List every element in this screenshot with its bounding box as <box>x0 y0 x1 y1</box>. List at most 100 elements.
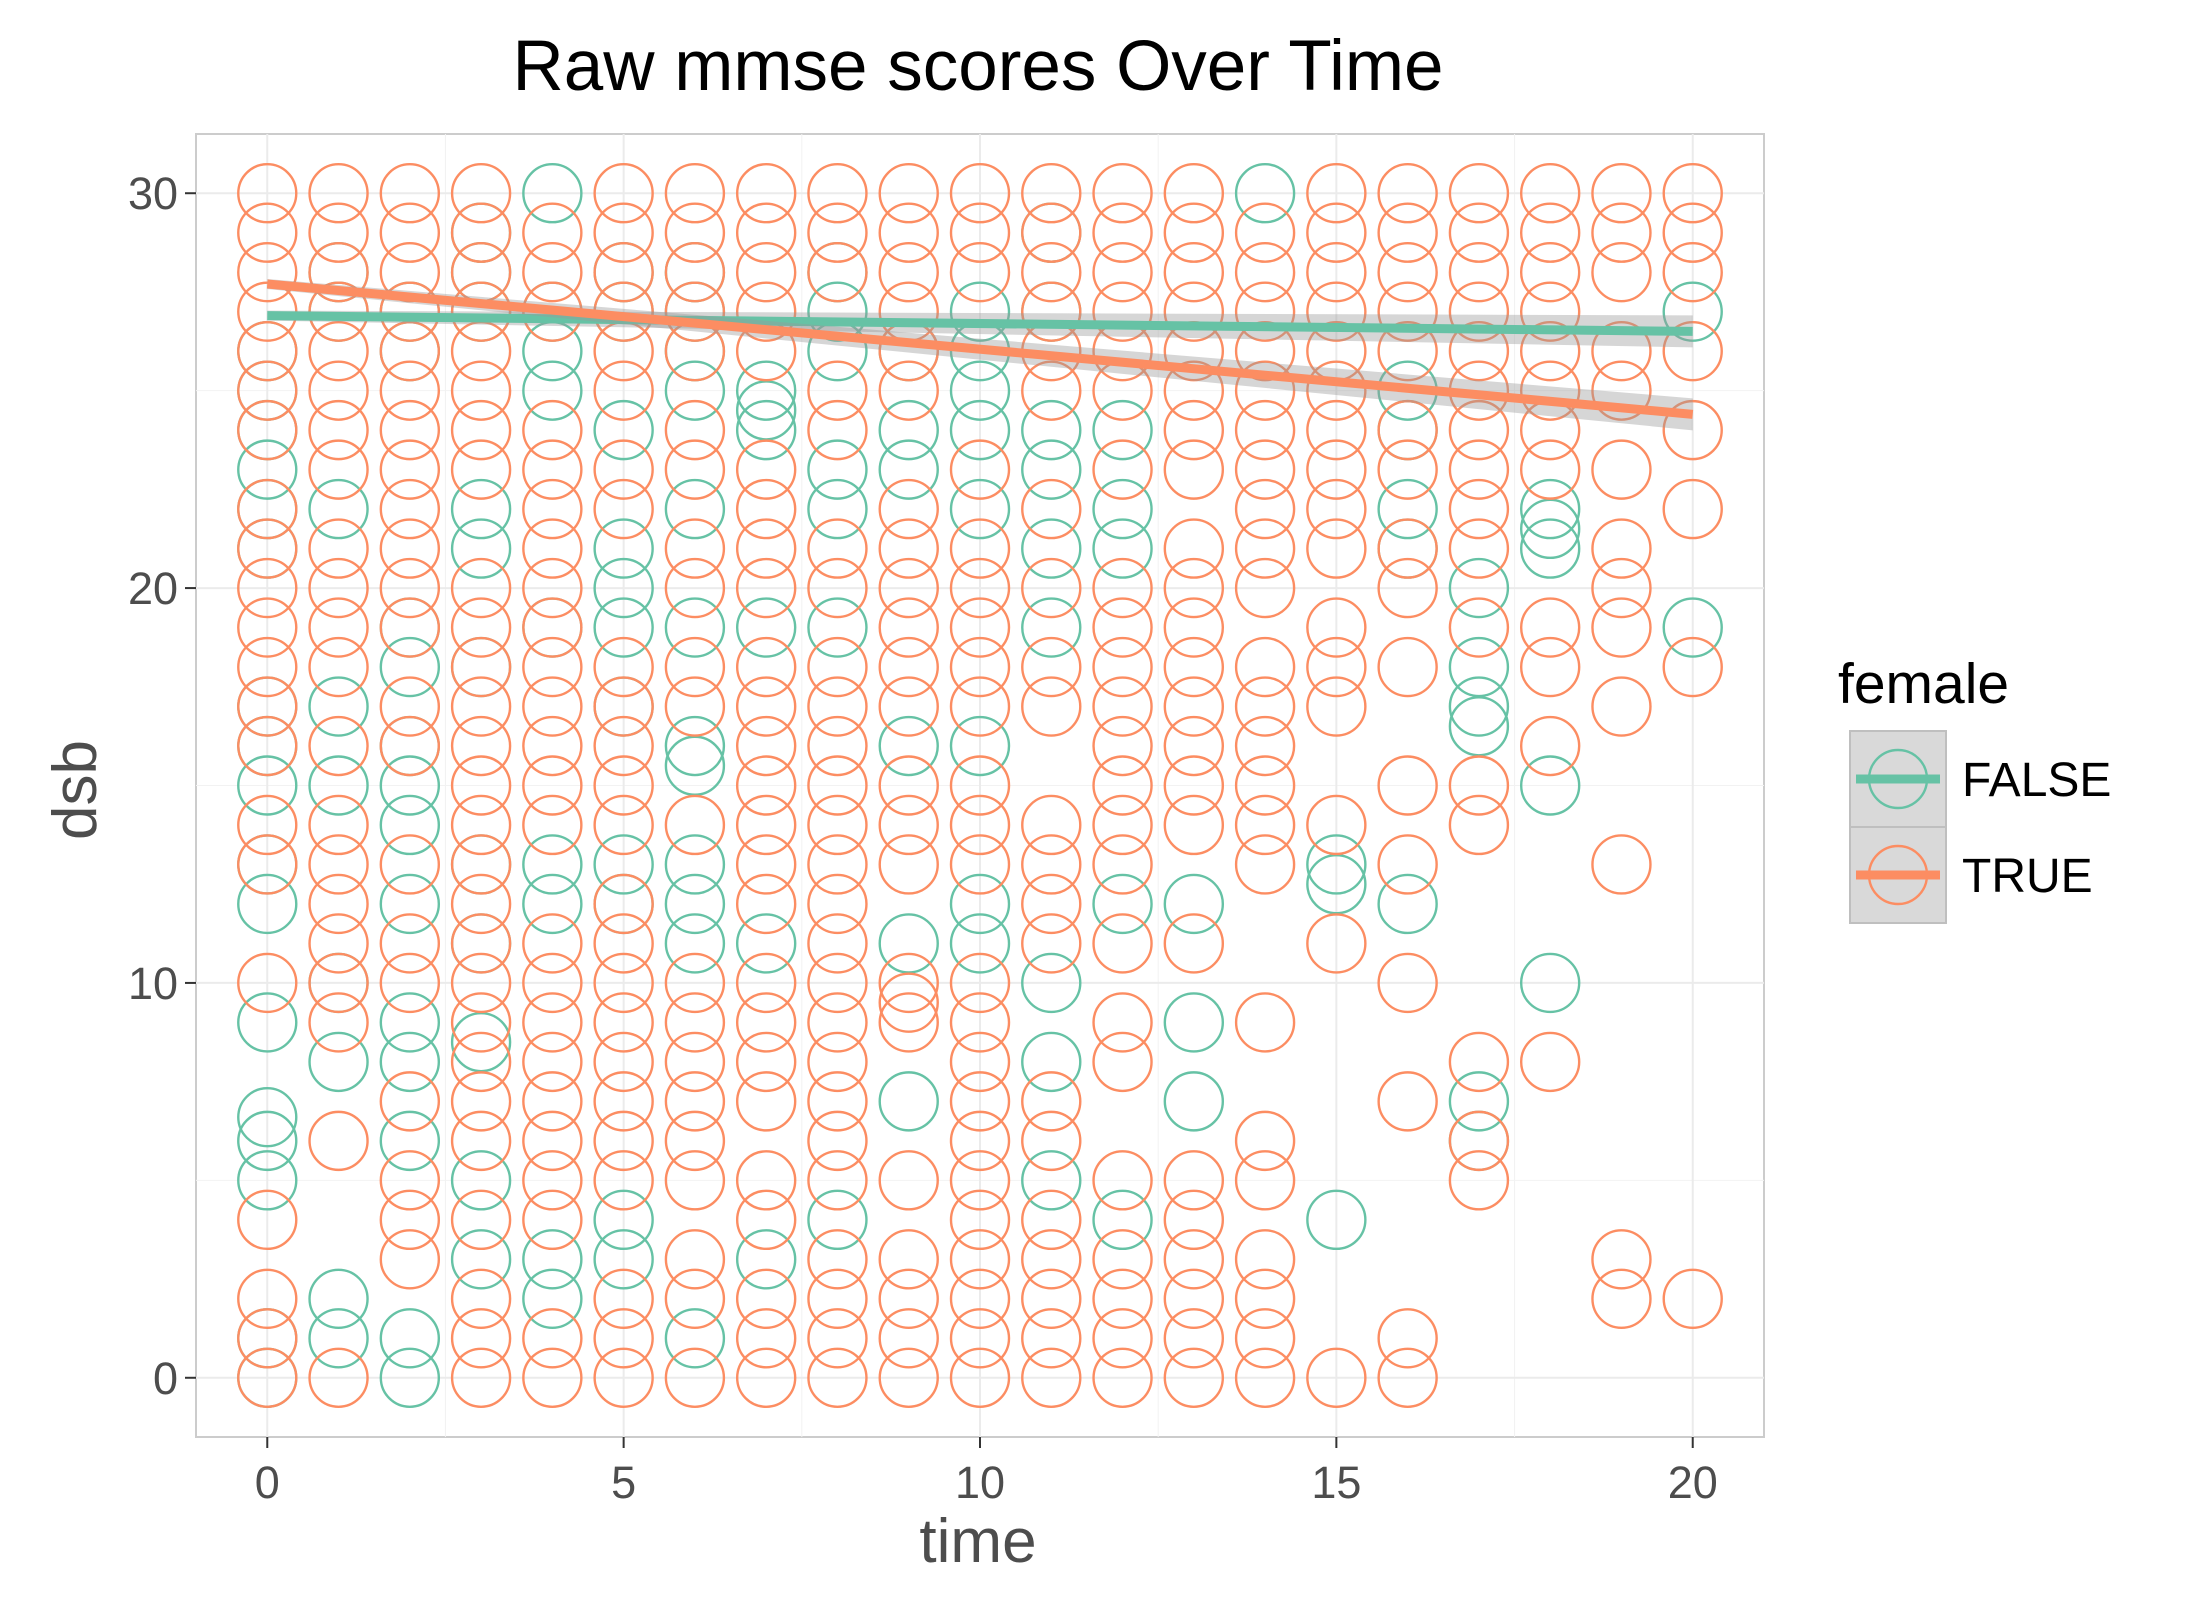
data-point <box>522 1150 583 1211</box>
data-point <box>1021 913 1082 974</box>
data-point <box>1021 1268 1082 1330</box>
data-point <box>1377 1308 1438 1369</box>
data-point <box>878 1229 939 1290</box>
data-point <box>237 636 298 698</box>
data-point <box>1448 281 1510 342</box>
data-point <box>1662 399 1723 461</box>
data-point <box>379 1189 441 1251</box>
data-point <box>1591 439 1652 500</box>
data-point <box>1591 597 1652 658</box>
data-point <box>1519 498 1581 560</box>
data-point <box>1306 163 1367 224</box>
data-point <box>237 557 298 619</box>
data-point <box>878 992 939 1053</box>
data-point <box>450 1229 512 1290</box>
data-point <box>379 399 441 461</box>
data-point <box>1448 202 1510 263</box>
data-point <box>1306 597 1367 658</box>
data-point <box>1377 163 1438 224</box>
data-point <box>522 597 583 658</box>
data-point <box>1306 360 1367 421</box>
data-point <box>450 557 512 619</box>
data-point <box>593 952 654 1014</box>
data-point <box>735 360 797 421</box>
data-point <box>237 241 298 303</box>
data-point <box>664 281 726 342</box>
data-point <box>593 755 654 816</box>
data-point <box>735 952 797 1014</box>
data-point <box>1448 755 1510 816</box>
data-point <box>1163 913 1225 974</box>
data-point <box>237 478 298 540</box>
data-point <box>1306 794 1367 856</box>
data-point <box>807 597 868 658</box>
data-point <box>664 992 726 1053</box>
data-point <box>1306 399 1367 461</box>
data-point <box>1163 163 1225 224</box>
data-point <box>1234 241 1296 303</box>
data-points <box>237 163 1723 1408</box>
data-point <box>379 1071 441 1132</box>
data-point <box>664 1308 726 1369</box>
data-point <box>522 1229 583 1290</box>
data-point <box>949 676 1011 737</box>
data-point <box>664 1031 726 1093</box>
data-point <box>735 1150 797 1211</box>
data-point <box>593 1189 654 1251</box>
data-point <box>807 952 868 1014</box>
data-point <box>237 992 298 1053</box>
data-point <box>308 163 369 224</box>
data-point <box>807 202 868 263</box>
data-point <box>1092 518 1153 579</box>
data-point <box>237 163 298 224</box>
data-point <box>807 281 868 342</box>
data-point <box>949 755 1011 816</box>
data-point <box>450 1347 512 1408</box>
data-point <box>1163 597 1225 658</box>
data-point <box>807 715 868 777</box>
data-point <box>1448 1150 1510 1211</box>
data-point <box>1448 676 1510 737</box>
data-point <box>450 399 512 461</box>
data-point <box>664 952 726 1014</box>
data-point <box>1234 281 1296 342</box>
chart-title: Raw mmse scores Over Time <box>512 27 1443 106</box>
data-point <box>1021 360 1082 421</box>
data-point <box>664 715 726 777</box>
data-point <box>1092 399 1153 461</box>
data-point <box>735 202 797 263</box>
data-point <box>807 478 868 540</box>
data-point <box>450 439 512 500</box>
data-point <box>593 478 654 540</box>
data-point <box>379 755 441 816</box>
data-point <box>807 1268 868 1330</box>
data-point <box>1163 636 1225 698</box>
data-point <box>450 281 512 342</box>
data-point <box>308 1347 369 1408</box>
data-point <box>1448 794 1510 856</box>
data-point <box>1662 478 1723 540</box>
data-point <box>308 1110 369 1172</box>
data-point <box>450 202 512 263</box>
data-point <box>664 163 726 224</box>
data-point <box>735 1071 797 1132</box>
data-point <box>1092 755 1153 816</box>
data-point <box>1092 202 1153 263</box>
data-point <box>807 241 868 303</box>
y-tick-label: 30 <box>128 168 178 219</box>
data-point <box>664 1347 726 1408</box>
data-point <box>379 439 441 500</box>
data-point <box>450 597 512 658</box>
data-point <box>664 1110 726 1172</box>
data-point <box>1163 360 1225 421</box>
data-point <box>308 478 369 540</box>
data-point <box>1234 834 1296 895</box>
data-point <box>1092 834 1153 895</box>
data-point <box>1377 399 1438 461</box>
data-point <box>308 794 369 856</box>
data-point <box>1021 794 1082 856</box>
data-point <box>379 715 441 777</box>
data-point <box>237 1308 298 1369</box>
data-point <box>522 163 583 224</box>
data-point <box>735 439 797 500</box>
